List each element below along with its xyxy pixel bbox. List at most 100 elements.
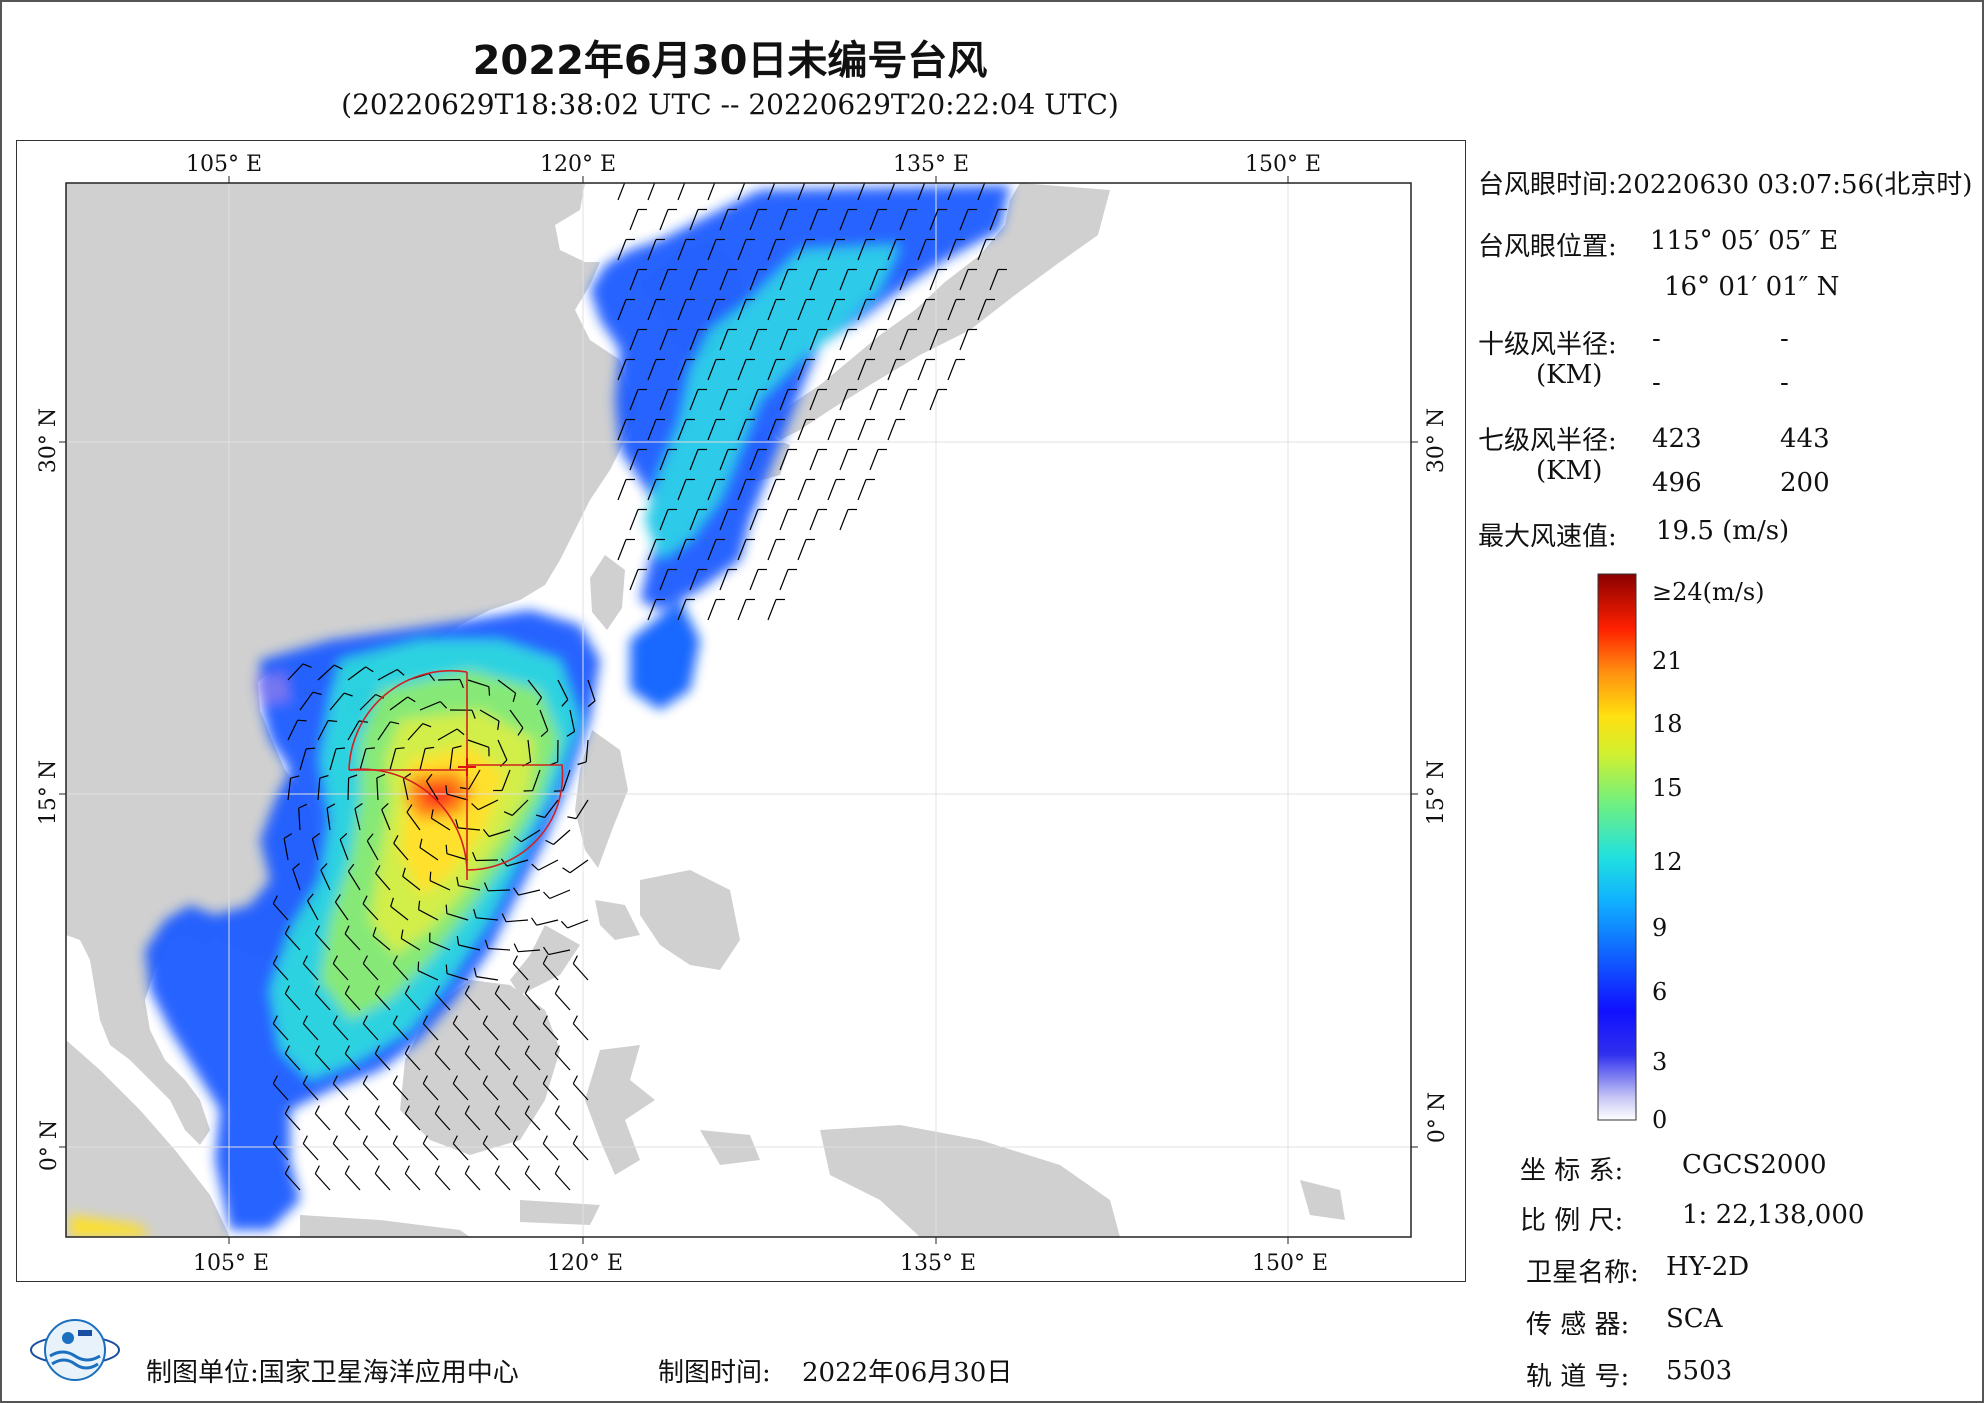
wind-barb — [572, 1143, 589, 1161]
wind-barb — [887, 239, 897, 261]
wind-barb — [449, 748, 454, 771]
wind-barb — [887, 183, 896, 201]
wind-barb — [476, 976, 499, 981]
wind-barb — [392, 1143, 409, 1161]
wind-barb — [284, 1113, 301, 1131]
wind-barb-flag — [524, 1045, 530, 1054]
wind-barb — [857, 479, 867, 501]
wind-barb — [347, 720, 360, 741]
wind-barb-flag — [302, 1075, 308, 1084]
wind-barb — [527, 739, 532, 762]
wind-barb-flag — [396, 669, 405, 676]
wind-barb-flag — [501, 913, 507, 922]
wind-barb — [677, 183, 686, 201]
wind-barb — [767, 239, 777, 261]
wind-barb — [767, 599, 777, 621]
wind-barb — [959, 329, 969, 351]
wind-barb — [347, 870, 361, 891]
wind-barb — [520, 829, 541, 843]
wind-barb — [314, 1173, 331, 1191]
wind-barb-flag — [283, 833, 293, 839]
wind-barb — [737, 479, 747, 501]
wind-barb — [314, 993, 331, 1011]
wind-barb — [839, 389, 849, 411]
colorbar-label-15: 15 — [1652, 774, 1683, 802]
wind-barb-flag — [334, 894, 341, 903]
sensor-value: SCA — [1666, 1304, 1723, 1334]
wind-barb — [767, 183, 776, 201]
wind-barb-flag — [343, 692, 353, 697]
wind-barb — [569, 709, 576, 732]
wind-barb — [557, 679, 569, 700]
wind-barb — [689, 389, 699, 411]
wind-barb — [494, 1173, 511, 1191]
wind-barb — [419, 701, 441, 711]
wind-barb — [458, 885, 481, 891]
wind-barb — [366, 840, 379, 861]
wind-barb-flag — [335, 747, 346, 750]
wind-barb — [617, 183, 626, 201]
wind-barb — [707, 419, 717, 441]
wind-barb-flag — [542, 1015, 548, 1024]
wind-barb — [544, 799, 559, 818]
wind-barb-flag — [488, 686, 491, 696]
wind-barb — [437, 678, 461, 681]
wind-barb — [458, 944, 481, 951]
wind-barb — [402, 778, 409, 801]
wind-barb-flag — [332, 955, 338, 964]
wind-barb — [362, 903, 379, 921]
producer-value: 国家卫星海洋应用中心 — [258, 1358, 519, 1388]
wind-barb — [929, 209, 939, 231]
wind-barb — [434, 993, 451, 1011]
eye-position-lon: 115° 05′ 05″ E — [1650, 226, 1839, 256]
wind-barb-flag — [524, 1105, 530, 1114]
wind-barb — [677, 359, 687, 381]
wind-barb-flag — [422, 1135, 428, 1144]
wind-barb — [417, 970, 439, 981]
wind-barb-flag — [542, 955, 548, 964]
wind-barb-flag — [365, 747, 375, 750]
wind-barb-flag — [362, 895, 368, 905]
wind-barb — [689, 509, 699, 531]
wind-barb-flag — [572, 1015, 578, 1024]
wind-barb-flag — [445, 904, 448, 914]
wind-barb — [553, 829, 571, 845]
wind-barb — [647, 299, 657, 321]
wind-barb — [326, 808, 331, 831]
wind-barb — [869, 209, 879, 231]
r7-se: 443 — [1780, 424, 1830, 454]
wind-barb — [779, 449, 789, 471]
wind-barb-flag — [482, 1135, 488, 1144]
wind-barb — [272, 1023, 289, 1041]
wind-barb — [452, 1023, 469, 1041]
wind-barb — [518, 949, 541, 953]
wind-barb — [302, 1023, 319, 1041]
wind-barb-flag — [418, 900, 421, 910]
lat-tick-right-30: 30° N — [1424, 407, 1450, 474]
wind-barb — [362, 1143, 379, 1161]
wind-barb-flag — [290, 775, 300, 779]
wind-barb — [284, 1053, 301, 1071]
wind-barb — [446, 853, 469, 861]
wind-barb-flag — [445, 785, 448, 795]
wind-barb — [659, 389, 669, 411]
wind-barb — [284, 993, 301, 1011]
satellite-value: HY-2D — [1666, 1252, 1750, 1282]
wind-barb — [407, 723, 424, 741]
wind-barb — [869, 389, 879, 411]
wind-barb — [464, 1053, 481, 1071]
wind-barb-flag — [404, 1105, 410, 1114]
wind-barb — [659, 569, 669, 591]
wind-barb — [404, 993, 421, 1011]
wind-barb — [317, 778, 321, 801]
wind-barb — [647, 239, 657, 261]
wind-barb — [344, 1113, 361, 1131]
lat-tick-left-0: 0° N — [37, 1119, 63, 1172]
wind-barb-flag — [464, 985, 470, 994]
wind-barb — [977, 239, 987, 261]
wind-barb — [749, 569, 759, 591]
wind-barb — [400, 937, 421, 951]
nsoas-logo — [30, 1319, 120, 1381]
wind-barb — [458, 827, 481, 831]
wind-barb — [512, 963, 529, 981]
